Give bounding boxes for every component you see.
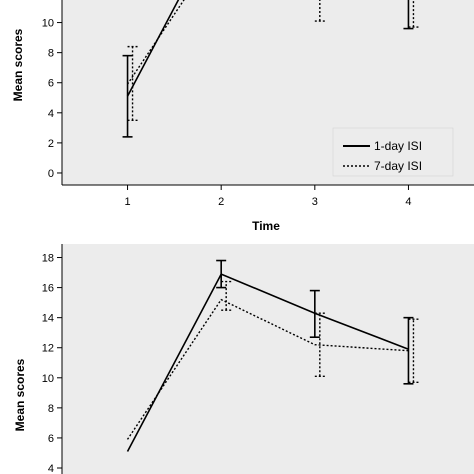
top-x-tick-label: 4 [405, 196, 411, 208]
top-line-1-day-isi [126, 0, 180, 97]
bottom-y-tick-label: 18 [42, 253, 54, 265]
bottom-y-tick-label: 16 [42, 283, 54, 295]
bottom-error-bar-7-day-isi [221, 280, 232, 311]
bottom-error-bar-1-day-isi [309, 289, 320, 339]
bottom-error-bar-1-day-isi [216, 259, 227, 289]
bottom-line-1-day-isi [126, 273, 409, 452]
top-x-axis-label: Time [252, 219, 280, 233]
legend-box [332, 127, 454, 177]
bottom-y-tick-label: 12 [42, 343, 54, 355]
bottom-plot-area [62, 244, 474, 474]
top-error-bar-7-day-isi [314, 0, 325, 22]
top-y-ticks: 0 2 4 6 8 10 [42, 18, 62, 180]
top-y-tick-label: 6 [48, 78, 54, 90]
bottom-y-tick-label: 14 [42, 313, 54, 325]
top-y-axis-label: Mean scores [11, 28, 25, 101]
top-y-tick-label: 2 [48, 138, 54, 150]
top-line-7-day-isi [126, 0, 185, 85]
top-error-bar-7-day-isi [127, 45, 138, 122]
legend-label-7-day-isi: 7-day ISI [374, 159, 422, 173]
bottom-y-tick-label: 6 [48, 433, 54, 445]
top-x-ticks: 1 2 3 4 [124, 185, 412, 208]
bottom-y-ticks: 4 6 8 10 12 14 16 18 [42, 253, 62, 474]
top-y-tick-label: 10 [42, 18, 54, 30]
top-series [122, 0, 419, 138]
bottom-y-tick-label: 10 [42, 373, 54, 385]
bottom-y-tick-label: 4 [48, 463, 54, 474]
bottom-y-axis-label: Mean scores [13, 358, 27, 431]
top-error-bar-1-day-isi [122, 54, 133, 138]
bottom-y-tick-label: 8 [48, 403, 54, 415]
top-x-tick-label: 1 [124, 196, 130, 208]
top-error-bar-7-day-isi [408, 0, 419, 28]
bottom-error-bar-1-day-isi [403, 316, 414, 385]
bottom-line-7-day-isi [126, 298, 409, 440]
top-error-bar-1-day-isi [403, 0, 414, 30]
top-x-tick-label: 2 [218, 196, 224, 208]
top-y-tick-label: 8 [48, 48, 54, 60]
legend: 1-day ISI 7-day ISI [332, 127, 454, 177]
top-y-tick-label: 4 [48, 108, 54, 120]
bottom-chart: 4 6 8 10 12 14 16 18 Mean scores [13, 244, 474, 474]
top-y-tick-label: 0 [48, 168, 54, 180]
bottom-series [126, 259, 419, 452]
legend-label-1-day-isi: 1-day ISI [374, 139, 422, 153]
bottom-error-bar-7-day-isi [408, 318, 419, 384]
bottom-error-bar-7-day-isi [314, 312, 325, 377]
top-x-tick-label: 3 [312, 196, 318, 208]
